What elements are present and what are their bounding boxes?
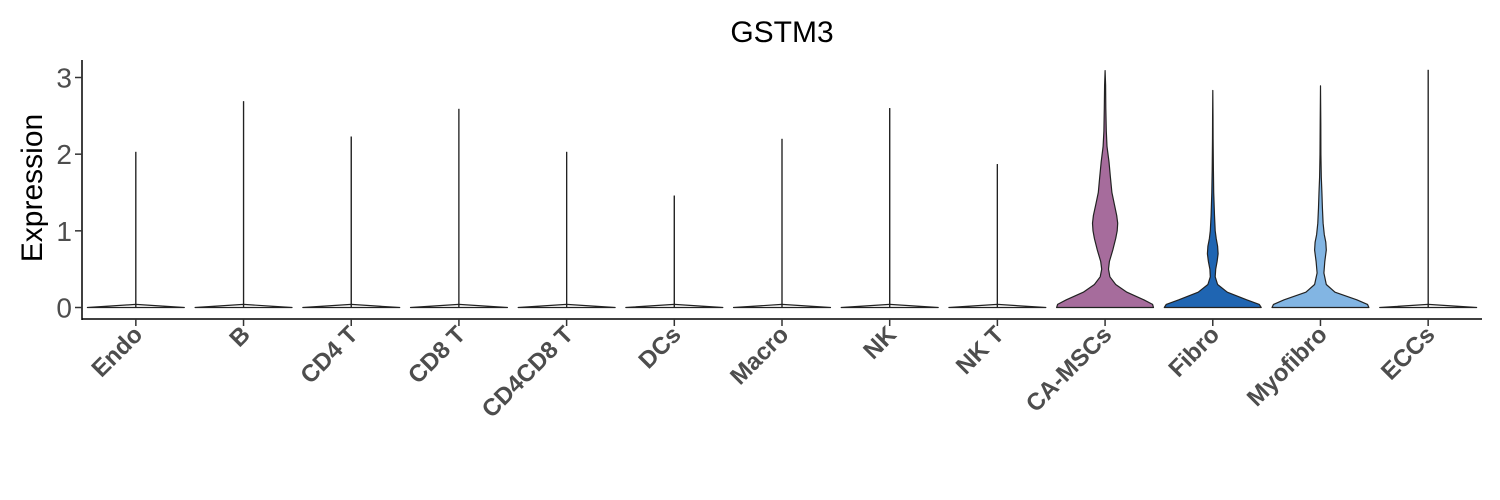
- y-tick-label: 3: [56, 63, 72, 94]
- x-tick-label: NK: [858, 321, 902, 365]
- x-tick-label: Fibro: [1163, 321, 1225, 383]
- x-tick-label: CA-MSCs: [1021, 321, 1117, 417]
- violin-myofibro: [1271, 85, 1370, 309]
- violin-ca-mscs: [1056, 70, 1155, 309]
- violin-fibro: [1163, 89, 1262, 309]
- x-tick-label: Macro: [725, 321, 794, 390]
- x-tick-label: Myofibro: [1242, 321, 1333, 412]
- x-tick-label: CD4CD8 T: [477, 321, 579, 423]
- chart-title: GSTM3: [730, 16, 833, 49]
- x-tick-label: Endo: [87, 321, 149, 383]
- x-tick-label: ECCs: [1376, 321, 1440, 385]
- y-axis-label: Expression: [16, 114, 49, 262]
- x-axis-ticks: Endo B CD4 T CD8 T CD4CD8 T DCs Macro NK NK T CA-…: [87, 319, 1440, 423]
- x-tick-label: NK T: [951, 321, 1010, 380]
- x-tick-label: B: [224, 321, 255, 352]
- y-tick-label: 0: [56, 293, 72, 324]
- x-tick-label: CD4 T: [295, 321, 363, 389]
- y-tick-label: 1: [56, 216, 72, 247]
- y-tick-label: 2: [56, 139, 72, 170]
- x-tick-label: DCs: [634, 321, 687, 374]
- violin-layer: [86, 69, 1478, 309]
- y-axis-ticks: 0 1 2 3: [56, 63, 82, 324]
- x-tick-label: CD8 T: [403, 321, 471, 389]
